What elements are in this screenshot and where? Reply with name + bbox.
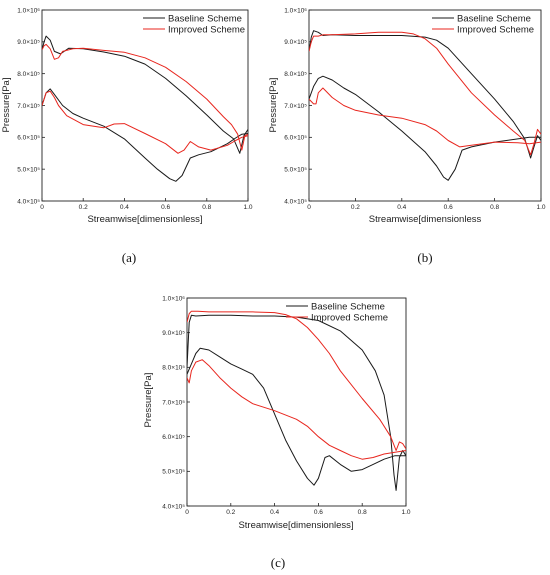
y-tick-label: 6.0×10⁵ (162, 434, 185, 441)
x-tick-label: 0.2 (226, 509, 235, 516)
x-tick-label: 0.6 (314, 509, 323, 516)
series-line-improved-lower (309, 87, 541, 148)
chart-panel-a: 0 0.2 0.4 0.6 0.8 1.0 4.0×10⁵ 5.0×10⁵ 6.0×10⁵ 7.0… (1, 7, 253, 265)
x-tick-label: 0.4 (120, 204, 129, 211)
x-tick-label: 0.2 (351, 204, 360, 211)
y-axis-label: Pressure[Pa] (268, 78, 279, 133)
series-line-improved-lower (42, 90, 248, 154)
x-tick-label: 0 (307, 204, 311, 211)
series-line-baseline-lower (42, 88, 248, 182)
legend-entry: Baseline Scheme (168, 13, 242, 24)
y-tick-label: 4.0×10⁵ (17, 198, 40, 205)
panel-label: (c) (271, 555, 285, 570)
y-tick-label: 7.0×10⁵ (17, 103, 40, 110)
y-tick-label: 5.0×10⁵ (162, 469, 185, 476)
y-tick-label: 4.0×10⁵ (162, 503, 185, 510)
x-tick-label: 1.0 (243, 204, 252, 211)
series-line-improved-lower (187, 359, 406, 460)
y-tick-label: 9.0×10⁵ (284, 39, 307, 46)
series-line-improved-upper (42, 43, 248, 151)
x-tick-label: 0.4 (397, 204, 406, 211)
y-tick-label: 5.0×10⁵ (284, 166, 307, 173)
plot-frame (41, 9, 249, 202)
y-tick-label: 8.0×10⁵ (162, 365, 185, 372)
y-tick-label: 4.0×10⁵ (284, 198, 307, 205)
series-line-baseline-lower (309, 75, 541, 181)
y-tick-label: 8.0×10⁵ (284, 71, 307, 78)
y-tick-label: 5.0×10⁵ (17, 166, 40, 173)
x-tick-label: 0.6 (444, 204, 453, 211)
series-line-baseline-upper (309, 30, 541, 159)
x-tick-label: 0 (40, 204, 44, 211)
y-tick-label: 6.0×10⁵ (17, 135, 40, 142)
x-tick-label: 0.8 (202, 204, 211, 211)
y-tick-label: 1.0×10⁶ (17, 7, 40, 14)
x-tick-label: 0.6 (161, 204, 170, 211)
y-axis-label: Pressure[Pa] (1, 78, 12, 133)
series-line-baseline-upper (187, 314, 406, 491)
x-axis-label: Streamwise[dimensionless (369, 214, 482, 225)
y-tick-label: 7.0×10⁵ (162, 399, 185, 406)
x-tick-label: 0.4 (270, 509, 279, 516)
legend-entry: Baseline Scheme (311, 301, 385, 312)
x-tick-label: 1.0 (401, 509, 410, 516)
x-tick-label: 0.8 (490, 204, 499, 211)
legend-entry: Improved Scheme (311, 312, 388, 323)
x-tick-label: 1.0 (536, 204, 545, 211)
y-tick-label: 8.0×10⁵ (17, 71, 40, 78)
chart-panel-c: 0 0.2 0.4 0.6 0.8 1.0 4.0×10⁵ 5.0×10⁵ 6.0×10⁵ 7.0… (143, 295, 411, 570)
x-tick-label: 0.2 (79, 204, 88, 211)
legend-entry: Baseline Scheme (457, 13, 531, 24)
legend-entry: Improved Scheme (457, 24, 534, 35)
series-line-improved-upper (309, 31, 541, 156)
y-tick-label: 7.0×10⁵ (284, 103, 307, 110)
panel-label: (a) (122, 250, 136, 265)
y-tick-label: 9.0×10⁵ (17, 39, 40, 46)
y-tick-label: 1.0×10⁶ (162, 295, 185, 302)
x-axis-label: Streamwise[dimensionless] (87, 214, 202, 225)
legend-entry: Improved Scheme (168, 24, 245, 35)
panel-label: (b) (417, 250, 432, 265)
y-axis-label: Pressure[Pa] (143, 373, 154, 428)
y-tick-label: 9.0×10⁵ (162, 330, 185, 337)
chart-panel-b: 0 0.2 0.4 0.6 0.8 1.0 4.0×10⁵ 5.0×10⁵ 6.0×10⁵ 7.0… (268, 7, 546, 265)
y-tick-label: 6.0×10⁵ (284, 135, 307, 142)
x-tick-label: 0.8 (358, 509, 367, 516)
series-line-baseline-upper (42, 35, 248, 154)
series-line-improved-upper (187, 310, 406, 451)
series-line-baseline-lower (187, 347, 406, 486)
x-tick-label: 0 (185, 509, 189, 516)
plot-frame (186, 297, 407, 507)
y-tick-label: 1.0×10⁶ (284, 7, 307, 14)
x-axis-label: Streamwise[dimensionless] (238, 520, 353, 531)
